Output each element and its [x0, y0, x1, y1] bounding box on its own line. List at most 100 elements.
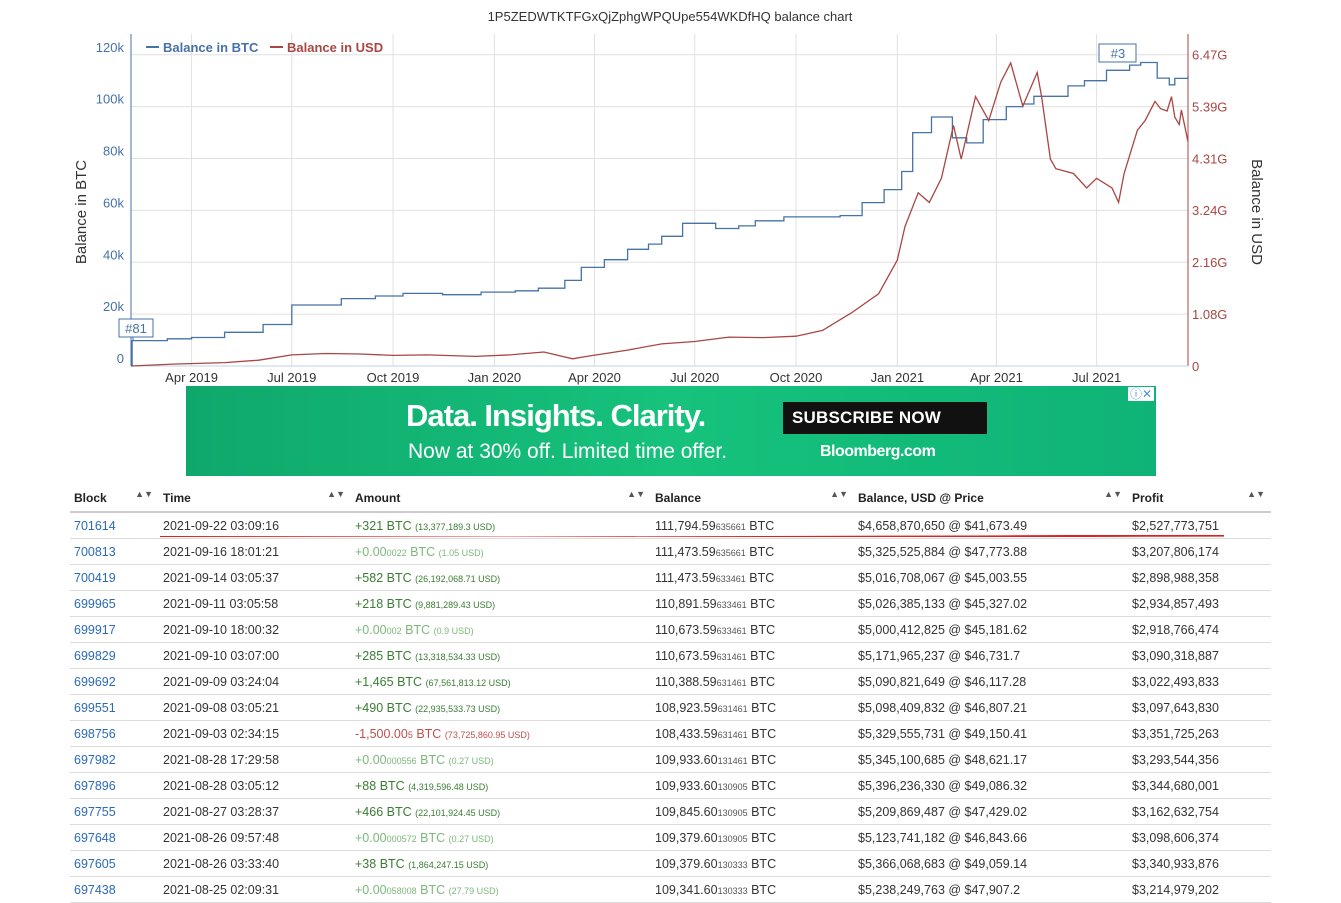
cell-balance: 111,473.59635661 BTC	[651, 538, 854, 565]
cell-block: 701614	[70, 512, 159, 539]
cell-amount: +0.00000572 BTC (0.27 USD)	[351, 824, 651, 851]
block-link[interactable]: 699829	[74, 648, 116, 663]
x-tick-label: Jan 2020	[468, 370, 522, 385]
cell-time: 2021-09-22 03:09:16	[159, 512, 351, 539]
balance-chart-svg: 1P5ZEDWTKTFGxQjZphgWPQUpe554WKDfHQ balan…	[73, 9, 1265, 385]
column-header-time[interactable]: Time ▲▼	[159, 486, 351, 513]
amount-unit: BTC	[386, 804, 412, 819]
cell-time: 2021-08-27 03:28:37	[159, 798, 351, 825]
header-label: Block	[74, 491, 107, 505]
ad-headline: Data. Insights. Clarity.	[406, 398, 706, 433]
flag-rank-peak-box	[1098, 43, 1137, 63]
balance-small-digits: 130905	[717, 807, 748, 818]
ad-subscribe-button[interactable]: SUBSCRIBE NOW	[783, 402, 987, 434]
block-link[interactable]: 699551	[74, 700, 116, 715]
flag-rank-start: #81	[125, 321, 147, 336]
cell-balance: 109,379.60130905 BTC	[651, 824, 854, 851]
amount-usd: (1.05 USD)	[438, 547, 484, 558]
amount-usd: (13,377,189.3 USD)	[415, 521, 496, 532]
block-link[interactable]: 701614	[74, 518, 116, 533]
block-link[interactable]: 698756	[74, 726, 116, 741]
sort-icon: ▲▼	[1104, 489, 1122, 499]
balance-main: 110,388.59	[655, 674, 717, 689]
block-link[interactable]: 697755	[74, 804, 116, 819]
balance-unit: BTC	[750, 622, 776, 637]
cell-balance: 109,933.60131461 BTC	[651, 746, 854, 773]
balance-main: 109,379.60	[655, 856, 718, 871]
block-link[interactable]: 700419	[74, 570, 116, 585]
amount-usd: (22,101,924.45 USD)	[415, 807, 501, 818]
advertisement-banner[interactable]: Data. Insights. Clarity. Now at 30% off.…	[186, 386, 1156, 476]
cell-balance-usd-price: $5,026,385,133 @ $45,327.02	[854, 590, 1128, 617]
cell-block: 697982	[70, 746, 159, 773]
amount-unit: BTC	[397, 674, 423, 689]
y-left-tick-label: 0	[117, 351, 124, 366]
amount-small-digits: 000572	[386, 833, 417, 844]
cell-amount: +0.00000556 BTC (0.27 USD)	[351, 746, 651, 773]
cell-balance-usd-price: $5,090,821,649 @ $46,117.28	[854, 668, 1128, 695]
block-link[interactable]: 697896	[74, 778, 116, 793]
table-row: 697896 2021-08-28 03:05:12 +88 BTC (4,319,…	[70, 772, 1271, 799]
amount-usd: (67,561,813.12 USD)	[425, 677, 511, 688]
column-header-block[interactable]: Block ▲▼	[70, 486, 159, 513]
cell-profit: $3,097,643,830	[1128, 694, 1271, 721]
cell-time: 2021-08-28 17:29:58	[159, 746, 351, 773]
amount-main: +582	[355, 570, 384, 585]
block-link[interactable]: 697648	[74, 830, 116, 845]
amount-main: +0.00	[355, 622, 387, 637]
chart-title: 1P5ZEDWTKTFGxQjZphgWPQUpe554WKDfHQ balan…	[488, 9, 853, 24]
balance-small-digits: 631461	[716, 677, 747, 688]
y-left-axis-title: Balance in BTC	[73, 160, 90, 264]
column-header-balance-usd[interactable]: Balance, USD @ Price ▲▼	[854, 486, 1128, 513]
x-tick-label: Oct 2019	[367, 370, 420, 385]
balance-unit: BTC	[751, 856, 777, 871]
amount-usd: (0.27 USD)	[448, 755, 494, 766]
balance-unit: BTC	[749, 518, 775, 533]
cell-balance-usd-price: $5,366,068,683 @ $49,059.14	[854, 850, 1128, 877]
x-tick-label: Jan 2021	[871, 370, 925, 385]
column-header-profit[interactable]: Profit ▲▼	[1128, 486, 1271, 513]
block-link[interactable]: 697438	[74, 882, 116, 897]
cell-time: 2021-09-11 03:05:58	[159, 590, 351, 617]
balance-small-digits: 130333	[717, 885, 748, 896]
balance-unit: BTC	[751, 778, 777, 793]
block-link[interactable]: 699965	[74, 596, 116, 611]
block-link[interactable]: 699917	[74, 622, 116, 637]
block-link[interactable]: 700813	[74, 544, 116, 559]
amount-unit: BTC	[410, 544, 436, 559]
cell-profit: $3,214,979,202	[1128, 876, 1271, 903]
table-row: 699965 2021-09-11 03:05:58 +218 BTC (9,881…	[70, 590, 1271, 617]
cell-block: 697648	[70, 824, 159, 851]
cell-time: 2021-08-26 09:57:48	[159, 824, 351, 851]
block-link[interactable]: 699692	[74, 674, 116, 689]
table-row: 701614 2021-09-22 03:09:16 +321 BTC (13,37…	[70, 512, 1271, 539]
balance-small-digits: 635661	[715, 521, 746, 532]
series-line-btc	[131, 61, 1189, 367]
amount-unit: BTC	[420, 830, 446, 845]
header-label: Balance	[655, 491, 702, 505]
balance-main: 109,845.60	[655, 804, 718, 819]
cell-time: 2021-08-25 02:09:31	[159, 876, 351, 903]
cell-time: 2021-09-10 03:07:00	[159, 642, 351, 669]
column-header-amount[interactable]: Amount ▲▼	[351, 486, 651, 513]
y-right-tick-label: 0	[1192, 359, 1199, 374]
cell-balance: 108,923.59631461 BTC	[651, 694, 854, 721]
ad-subline: Now at 30% off. Limited time offer.	[408, 440, 728, 463]
balance-unit: BTC	[751, 700, 777, 715]
block-link[interactable]: 697982	[74, 752, 116, 767]
ad-choices-close-icon[interactable]: ⓘ✕	[1127, 387, 1154, 401]
balance-main: 108,923.59	[655, 700, 718, 715]
amount-unit: BTC	[386, 648, 412, 663]
block-link[interactable]: 697605	[74, 856, 116, 871]
amount-main: -1,500.00	[355, 726, 408, 741]
cell-block: 700419	[70, 564, 159, 591]
column-header-balance[interactable]: Balance ▲▼	[651, 486, 854, 513]
cell-balance-usd-price: $5,238,249,763 @ $47,907.2	[854, 876, 1128, 903]
table-row: 697438 2021-08-25 02:09:31 +0.00058008 BTC…	[70, 876, 1271, 903]
amount-main: +0.00	[355, 830, 387, 845]
balance-main: 111,473.59	[655, 570, 716, 585]
cell-balance: 111,794.59635661 BTC	[651, 512, 854, 539]
amount-small-digits: 002	[386, 625, 402, 636]
balance-main: 109,379.60	[655, 830, 718, 845]
red-underline-annotation	[160, 535, 1224, 537]
